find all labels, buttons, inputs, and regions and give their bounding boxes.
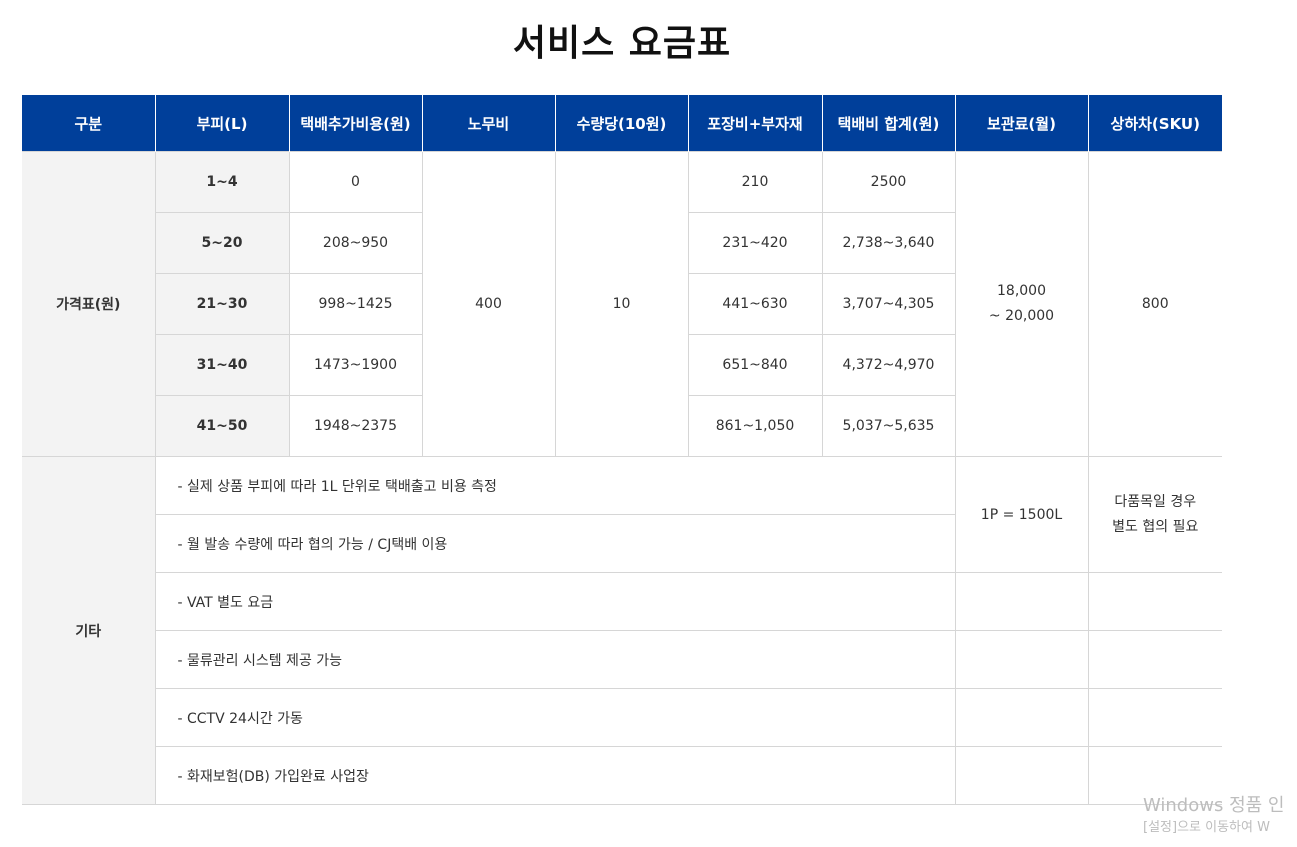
table-row: 가격표(원) 1~4 0 400 10 210 2500 18,000 ~ 20…	[22, 151, 1222, 457]
header-total: 택배비 합계(원)	[821, 95, 955, 152]
empty-cell	[1087, 688, 1222, 747]
other-section-label: 기타	[22, 456, 156, 805]
table-row: - CCTV 24시간 가동	[22, 688, 1222, 747]
total-cell: 2,738~3,640	[821, 212, 956, 274]
windows-activation-watermark: Windows 정품 인 [설정]으로 이동하여 W	[1143, 794, 1284, 838]
loading-note-cell: 다품목일 경우 별도 협의 필요	[1087, 456, 1222, 573]
watermark-subtitle: [설정]으로 이동하여 W	[1143, 820, 1270, 835]
note-cell: - VAT 별도 요금	[154, 572, 956, 631]
extra-cost-cell: 0	[288, 151, 423, 213]
header-storage: 보관료(월)	[954, 95, 1088, 152]
empty-cell	[1087, 746, 1222, 805]
empty-cell	[954, 572, 1089, 631]
packaging-cell: 210	[687, 151, 823, 213]
loading-cell: 800	[1087, 151, 1222, 457]
empty-cell	[1087, 630, 1222, 689]
note-cell: - 월 발송 수량에 따라 협의 가능 / CJ택배 이용	[154, 514, 956, 573]
volume-cell: 41~50	[154, 395, 290, 457]
packaging-cell: 651~840	[687, 334, 823, 396]
watermark-title: Windows 정품 인	[1143, 795, 1285, 816]
table-row: 기타 - 실제 상품 부피에 따라 1L 단위로 택배출고 비용 측정 1P =…	[22, 456, 1222, 805]
header-per-quantity: 수량당(10원)	[554, 95, 688, 152]
header-category: 구분	[22, 95, 155, 152]
packaging-cell: 441~630	[687, 273, 823, 335]
volume-cell: 21~30	[154, 273, 290, 335]
pricing-table: 구분 부피(L) 택배추가비용(원) 노무비 수량당(10원) 포장비+부자재 …	[22, 95, 1222, 805]
extra-cost-cell: 1473~1900	[288, 334, 423, 396]
loading-note-line2: 별도 협의 필요	[1112, 518, 1199, 535]
note-cell: - CCTV 24시간 가동	[154, 688, 956, 747]
loading-note-line1: 다품목일 경우	[1114, 493, 1197, 510]
empty-cell	[954, 688, 1089, 747]
volume-cell: 31~40	[154, 334, 290, 396]
volume-cell: 5~20	[154, 212, 290, 274]
note-cell: - 물류관리 시스템 제공 가능	[154, 630, 956, 689]
header-labor: 노무비	[421, 95, 555, 152]
header-loading: 상하차(SKU)	[1087, 95, 1222, 152]
table-row: 21~30 998~1425 441~630 3,707~4,305	[22, 273, 1222, 335]
per-quantity-cell: 10	[554, 151, 689, 457]
table-row: 31~40 1473~1900 651~840 4,372~4,970	[22, 334, 1222, 396]
packaging-cell: 231~420	[687, 212, 823, 274]
storage-value-line2: ~ 20,000	[988, 308, 1055, 324]
empty-cell	[954, 746, 1089, 805]
total-cell: 5,037~5,635	[821, 395, 956, 457]
note-cell: - 실제 상품 부피에 따라 1L 단위로 택배출고 비용 측정	[154, 456, 956, 515]
header-volume: 부피(L)	[154, 95, 289, 152]
extra-cost-cell: 208~950	[288, 212, 423, 274]
table-row: - 물류관리 시스템 제공 가능	[22, 630, 1222, 689]
header-extra-cost: 택배추가비용(원)	[288, 95, 422, 152]
volume-cell: 1~4	[154, 151, 290, 213]
total-cell: 4,372~4,970	[821, 334, 956, 396]
storage-unit-cell: 1P = 1500L	[954, 456, 1089, 573]
storage-value-line1: 18,000	[997, 283, 1046, 299]
empty-cell	[954, 630, 1089, 689]
labor-cell: 400	[421, 151, 556, 457]
extra-cost-cell: 1948~2375	[288, 395, 423, 457]
price-section-label: 가격표(원)	[22, 151, 156, 457]
table-row: - 화재보험(DB) 가입완료 사업장	[22, 746, 1222, 805]
table-header-row: 구분 부피(L) 택배추가비용(원) 노무비 수량당(10원) 포장비+부자재 …	[22, 95, 1222, 152]
table-row: 41~50 1948~2375 861~1,050 5,037~5,635	[22, 395, 1222, 457]
total-cell: 3,707~4,305	[821, 273, 956, 335]
table-row: 5~20 208~950 231~420 2,738~3,640	[22, 212, 1222, 274]
note-cell: - 화재보험(DB) 가입완료 사업장	[154, 746, 956, 805]
table-row: - VAT 별도 요금	[22, 572, 1222, 631]
empty-cell	[1087, 572, 1222, 631]
total-cell: 2500	[821, 151, 956, 213]
packaging-cell: 861~1,050	[687, 395, 823, 457]
page-title: 서비스 요금표	[512, 23, 732, 64]
extra-cost-cell: 998~1425	[288, 273, 423, 335]
storage-cell: 18,000 ~ 20,000	[954, 151, 1089, 457]
header-packaging: 포장비+부자재	[687, 95, 822, 152]
